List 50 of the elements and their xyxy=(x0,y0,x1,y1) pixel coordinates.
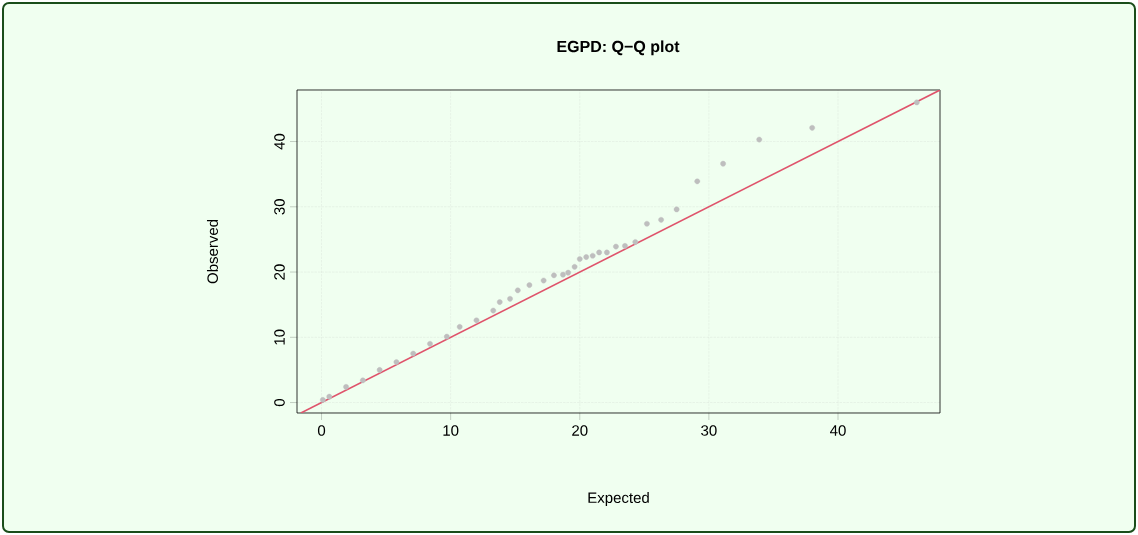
point xyxy=(809,125,815,131)
x-tick-label: 30 xyxy=(701,425,717,436)
y-tick-label: 20 xyxy=(274,264,285,280)
point xyxy=(658,217,664,223)
point xyxy=(551,272,557,279)
y-tick-label: 10 xyxy=(274,329,285,345)
point xyxy=(456,324,463,330)
x-tick-label: 20 xyxy=(572,425,588,436)
point xyxy=(376,367,383,373)
point xyxy=(694,178,701,185)
point xyxy=(613,243,619,250)
point xyxy=(571,264,578,270)
point xyxy=(644,220,650,227)
point xyxy=(496,299,503,305)
point xyxy=(410,350,417,357)
x-tick-label: 40 xyxy=(830,425,846,436)
point xyxy=(540,277,547,284)
point xyxy=(583,254,590,260)
y-tick-label: 0 xyxy=(274,398,285,407)
point xyxy=(490,307,497,314)
x-tick-label: 0 xyxy=(317,425,326,436)
point xyxy=(589,252,596,259)
point xyxy=(632,239,639,245)
point xyxy=(514,287,521,294)
point xyxy=(526,282,533,288)
y-tick-label: 30 xyxy=(274,199,285,215)
point xyxy=(622,243,628,249)
point xyxy=(326,393,333,400)
x-tick-label: 10 xyxy=(443,425,459,436)
point xyxy=(443,333,450,340)
point xyxy=(565,269,571,276)
y-tick-label: 40 xyxy=(274,133,285,150)
point xyxy=(756,136,763,143)
point xyxy=(560,271,566,278)
point xyxy=(673,206,680,213)
point xyxy=(320,397,326,403)
point xyxy=(343,384,349,390)
point xyxy=(720,160,726,167)
point xyxy=(360,377,366,384)
point xyxy=(596,249,602,256)
point xyxy=(576,256,583,262)
point xyxy=(913,99,920,106)
point xyxy=(507,296,513,302)
y-axis-title: Observed xyxy=(206,219,218,284)
x-axis-title: Expected xyxy=(588,492,649,506)
chart-title: EGPD: Q−Q plot xyxy=(557,40,680,56)
point xyxy=(393,359,400,365)
point xyxy=(427,341,433,347)
point xyxy=(604,249,610,256)
point xyxy=(473,317,480,324)
